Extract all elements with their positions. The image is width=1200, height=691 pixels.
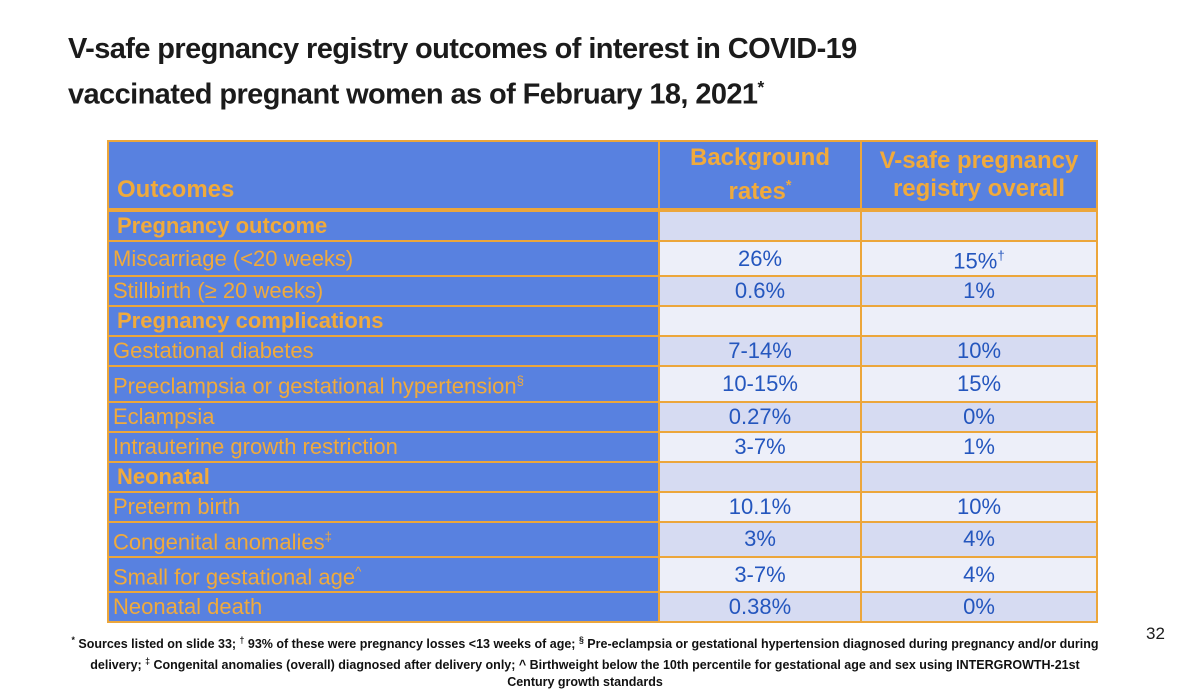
column-header-outcomes-label: Outcomes [117,176,235,203]
header-row: Outcomes Background rates* V-safe pregna… [107,140,1098,212]
table-row: Congenital anomalies‡ 3% 4% [107,520,1098,558]
footnote: * Sources listed on slide 33; † 93% of t… [71,635,1099,690]
vsafe-rate-cell: 15% [860,365,1098,403]
row-label: Preterm birth [107,490,660,523]
row-label: Neonatal death [107,591,660,624]
vsafe-rate-cell: 1% [860,430,1098,463]
table-row: Gestational diabetes 7-14% 10% [107,335,1098,368]
outcomes-table-body: Pregnancy outcome Miscarriage (<20 weeks)… [107,209,1098,624]
slide: { "slide": { "title": { "line1": "V-safe… [68,30,1165,690]
background-rate-cell: 0.38% [658,591,862,624]
row-label: Stillbirth (≥ 20 weeks) [107,275,660,308]
background-rate-cell [658,209,862,242]
row-label: Pregnancy complications [107,305,660,338]
background-rate-cell: 10-15% [658,365,862,403]
vsafe-rate-cell: 10% [860,490,1098,523]
background-rate-cell: 0.27% [658,400,862,433]
slide-title: V-safe pregnancy registry outcomes of in… [68,30,1048,114]
column-header-outcomes: Outcomes [107,140,660,212]
vsafe-header-line1: V-safe pregnancy [879,147,1079,174]
vsafe-rate-cell: 4% [860,555,1098,594]
vsafe-rate-cell: 0% [860,400,1098,433]
background-rate-cell: 26% [658,239,862,278]
background-rates-line1: Background [689,144,830,171]
slide-title-line2: vaccinated pregnant women as of February… [68,78,758,111]
vsafe-rate-cell: 4% [860,520,1098,558]
background-rates-asterisk: * [785,178,792,194]
page-number: 32 [1146,624,1165,643]
background-rates-line2: rates [728,178,786,205]
table-row: Stillbirth (≥ 20 weeks) 0.6% 1% [107,275,1098,308]
section-row: Pregnancy complications [107,305,1098,338]
background-rate-cell: 0.6% [658,275,862,308]
title-asterisk: * [757,77,764,97]
row-label: Pregnancy outcome [107,209,660,242]
table-row: Small for gestational age^ 3-7% 4% [107,555,1098,594]
vsafe-rate-cell [860,460,1098,493]
background-rate-cell [658,460,862,493]
table-row: Preterm birth 10.1% 10% [107,490,1098,523]
background-rate-cell: 3-7% [658,430,862,463]
row-label: Preeclampsia or gestational hypertension… [107,365,660,403]
background-rate-cell: 3% [658,520,862,558]
vsafe-rate-cell: 0% [860,591,1098,624]
section-row: Neonatal [107,460,1098,493]
row-label-superscript: ‡ [324,528,332,544]
vsafe-rate-cell: 10% [860,335,1098,368]
vsafe-rate-cell: 1% [860,275,1098,308]
table-row: Eclampsia 0.27% 0% [107,400,1098,433]
table-row: Preeclampsia or gestational hypertension… [107,365,1098,403]
slide-title-line1: V-safe pregnancy registry outcomes of in… [68,33,857,65]
background-rate-cell [658,305,862,338]
background-rate-cell: 10.1% [658,490,862,523]
row-label: Congenital anomalies‡ [107,520,660,558]
row-label: Gestational diabetes [107,335,660,368]
table-row: Neonatal death 0.38% 0% [107,591,1098,624]
row-label: Eclampsia [107,400,660,433]
row-label-superscript: § [516,373,524,389]
row-label: Neonatal [107,460,660,493]
row-label: Miscarriage (<20 weeks) [107,239,660,278]
section-row: Pregnancy outcome [107,209,1098,242]
table-row: Intrauterine growth restriction 3-7% 1% [107,430,1098,463]
column-header-background-rates: Background rates* [658,140,862,212]
vsafe-rate-cell [860,209,1098,242]
outcomes-table: Outcomes Background rates* V-safe pregna… [107,140,1098,624]
table-row: Miscarriage (<20 weeks) 26% 15%† [107,239,1098,278]
row-label: Intrauterine growth restriction [107,430,660,463]
column-header-vsafe-registry: V-safe pregnancy registry overall [860,140,1098,212]
background-rate-cell: 3-7% [658,555,862,594]
background-rate-cell: 7-14% [658,335,862,368]
row-label-superscript: ^ [355,563,362,579]
vsafe-header-line2: registry overall [892,175,1066,202]
row-label: Small for gestational age^ [107,555,660,594]
vsafe-rate-cell [860,305,1098,338]
vsafe-rate-cell: 15%† [860,239,1098,278]
value-superscript: † [997,248,1005,263]
